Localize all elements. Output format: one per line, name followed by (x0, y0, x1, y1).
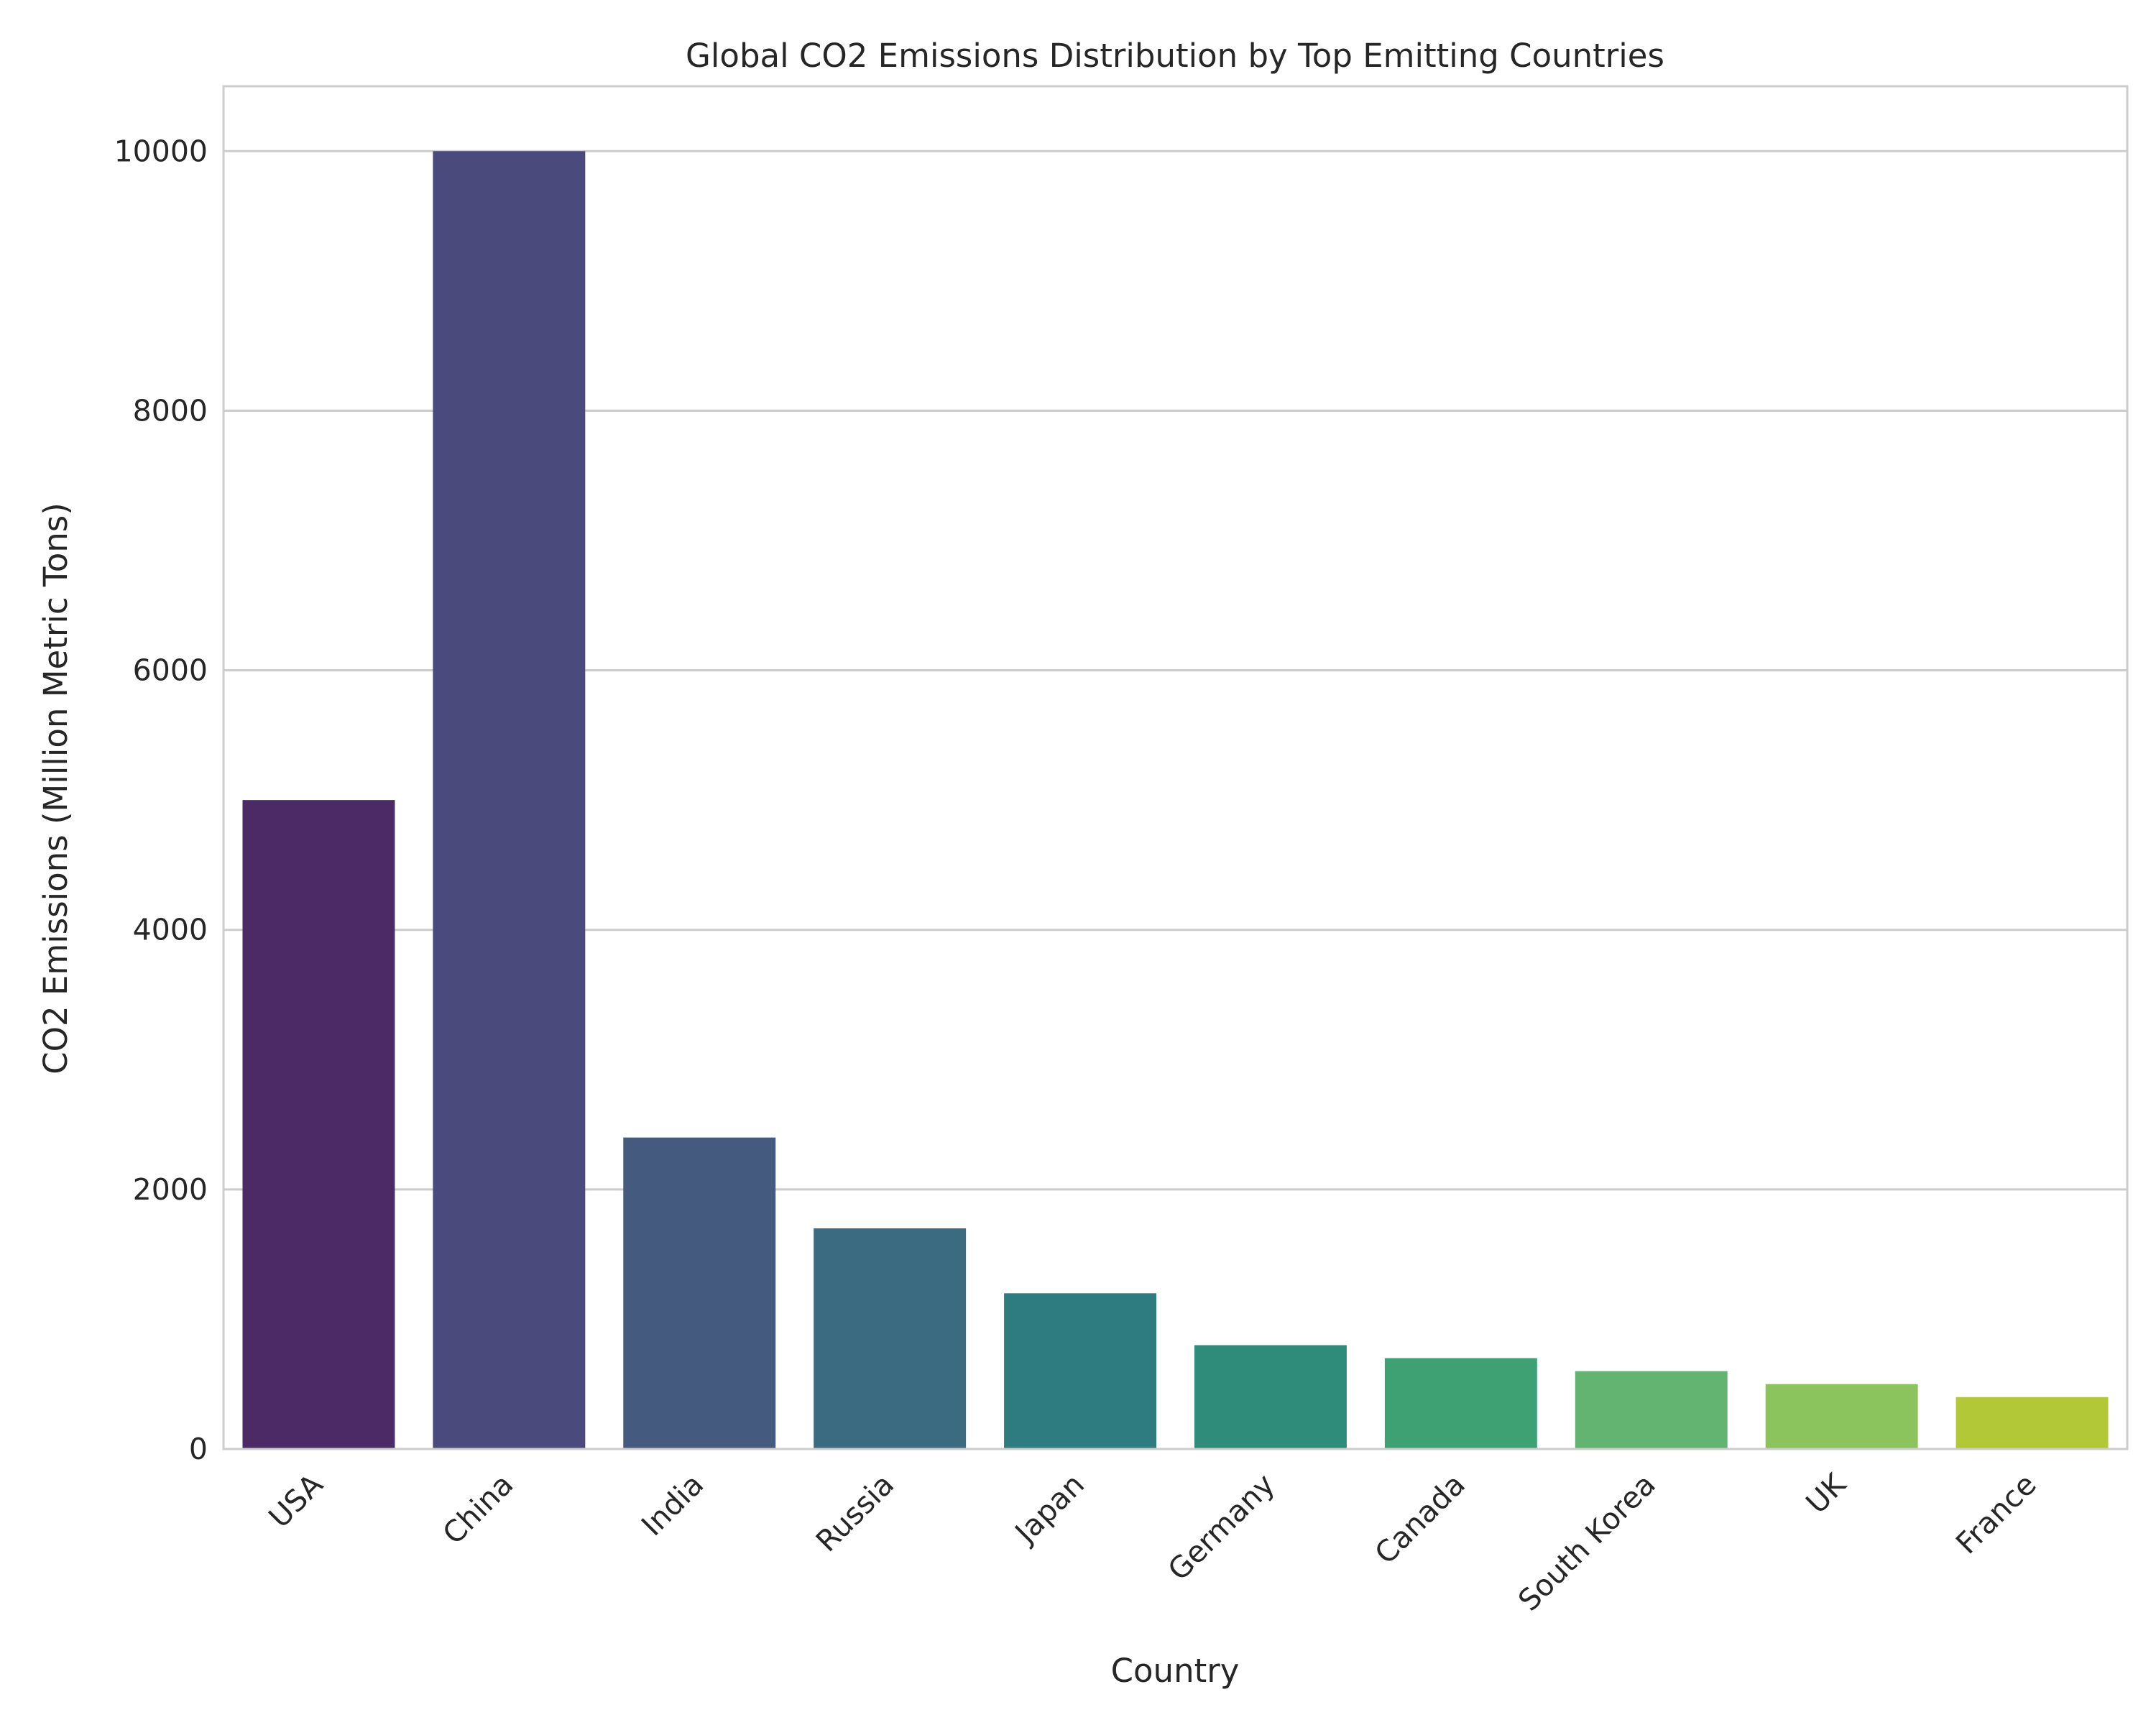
y-tick-label: 8000 (133, 393, 208, 428)
bar-france (1955, 1397, 2109, 1449)
bar-south-korea (1575, 1371, 1728, 1449)
y-tick-label: 4000 (133, 913, 208, 947)
bar-japan (1004, 1293, 1157, 1449)
y-tick-label: 0 (189, 1432, 208, 1466)
y-tick-labels: 0 2000 4000 6000 8000 10000 (114, 134, 208, 1466)
bar-india (623, 1137, 776, 1449)
chart-title: Global CO2 Emissions Distribution by Top… (686, 37, 1664, 75)
plot-frame (222, 85, 2129, 1450)
x-axis-title: Country (1111, 1652, 1240, 1690)
bar-russia (814, 1228, 967, 1449)
bar-usa (242, 800, 395, 1449)
bar-germany (1194, 1345, 1347, 1449)
y-tick-label: 6000 (133, 653, 208, 688)
bar-china (433, 151, 586, 1449)
bars (242, 151, 2109, 1449)
bar-uk (1765, 1384, 1918, 1449)
y-tick-label: 2000 (133, 1172, 208, 1207)
y-axis-title: CO2 Emissions (Million Metric Tons) (37, 502, 75, 1075)
y-tick-label: 10000 (114, 134, 208, 168)
bar-canada (1384, 1358, 1537, 1449)
